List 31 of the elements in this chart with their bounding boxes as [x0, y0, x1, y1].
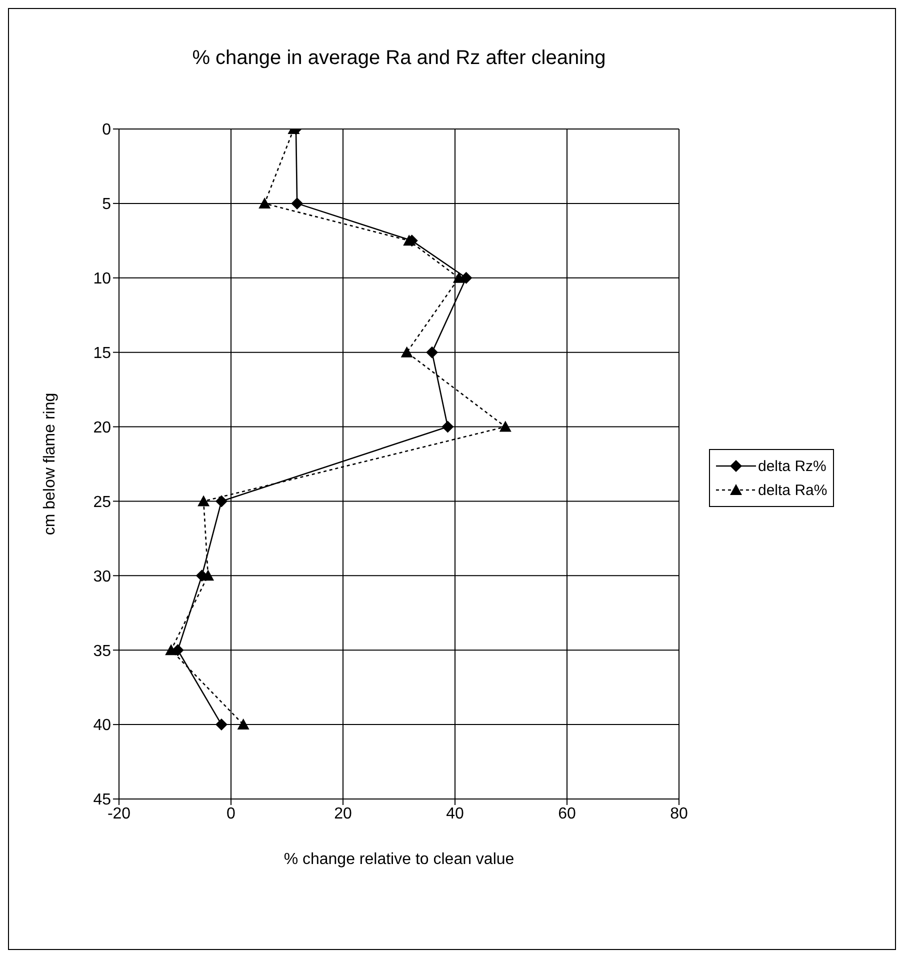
point — [400, 346, 413, 358]
point — [406, 234, 418, 247]
point — [460, 272, 472, 284]
y-axis-title: cm below flame ring — [42, 392, 59, 536]
point — [237, 718, 250, 730]
point — [291, 197, 304, 210]
legend-label: delta Rz% — [758, 458, 826, 474]
x-tick-label: 0 — [226, 805, 236, 822]
y-tick-label: 30 — [93, 568, 112, 586]
y-tick-label: 40 — [93, 717, 112, 734]
y-tick-label: 15 — [93, 345, 112, 362]
y-tick-label: 25 — [93, 494, 112, 511]
chart-title: % change in average Ra and Rz after cleaning — [191, 47, 607, 70]
x-tick-label: 40 — [446, 805, 464, 822]
point — [215, 718, 228, 731]
y-tick-label: 5 — [102, 196, 112, 214]
legend-label: delta Ra% — [758, 482, 828, 498]
x-tick-label: 20 — [334, 805, 352, 822]
y-tick-label: 35 — [93, 642, 112, 660]
point — [499, 420, 512, 432]
point — [198, 495, 210, 506]
y-tick-label: 10 — [93, 270, 112, 288]
x-axis-title: % change relative to clean value — [284, 851, 514, 868]
point — [258, 197, 271, 208]
y-tick-label: 0 — [102, 122, 112, 139]
y-tick-label: 20 — [93, 419, 112, 436]
x-tick-label: 60 — [558, 805, 576, 822]
point — [442, 420, 454, 433]
point — [426, 346, 438, 358]
x-tick-label: 80 — [670, 805, 688, 822]
point — [215, 495, 228, 508]
